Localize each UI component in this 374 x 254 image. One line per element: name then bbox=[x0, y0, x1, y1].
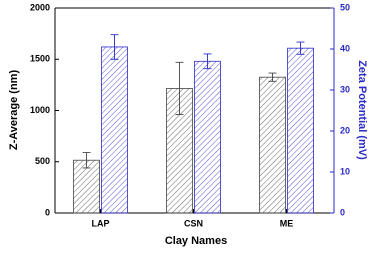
error-bar bbox=[268, 72, 277, 82]
x-tick-label: CSN bbox=[184, 218, 203, 228]
y-tick-label: 0 bbox=[45, 207, 50, 217]
y2-tick-label: 0 bbox=[340, 207, 345, 217]
y2-tick-label: 10 bbox=[340, 166, 350, 176]
error-bar bbox=[296, 41, 305, 55]
y2-tick-label: 30 bbox=[340, 84, 350, 94]
bar bbox=[259, 76, 286, 214]
y2-tick-label: 50 bbox=[340, 2, 350, 12]
error-bar bbox=[203, 53, 212, 70]
x-axis-title: Clay Names bbox=[165, 235, 227, 247]
error-bar bbox=[175, 61, 184, 116]
x-tick-label: ME bbox=[280, 218, 294, 228]
y2-tick-label: 20 bbox=[340, 125, 350, 135]
bar bbox=[101, 46, 128, 214]
y2-axis-title: Zeta Potential (mV) bbox=[356, 60, 368, 160]
y-axis-title: Z-Average (nm) bbox=[8, 70, 20, 151]
y-tick-label: 2000 bbox=[30, 2, 50, 12]
bar bbox=[73, 159, 100, 214]
x-tick-label: LAP bbox=[92, 218, 110, 228]
bar bbox=[287, 47, 314, 214]
error-bar bbox=[110, 34, 119, 60]
bar bbox=[194, 60, 221, 214]
y-tick-label: 1000 bbox=[30, 105, 50, 115]
error-bar bbox=[82, 152, 91, 169]
y2-tick-label: 40 bbox=[340, 43, 350, 53]
y-tick-label: 500 bbox=[35, 156, 50, 166]
y-tick-label: 1500 bbox=[30, 54, 50, 64]
